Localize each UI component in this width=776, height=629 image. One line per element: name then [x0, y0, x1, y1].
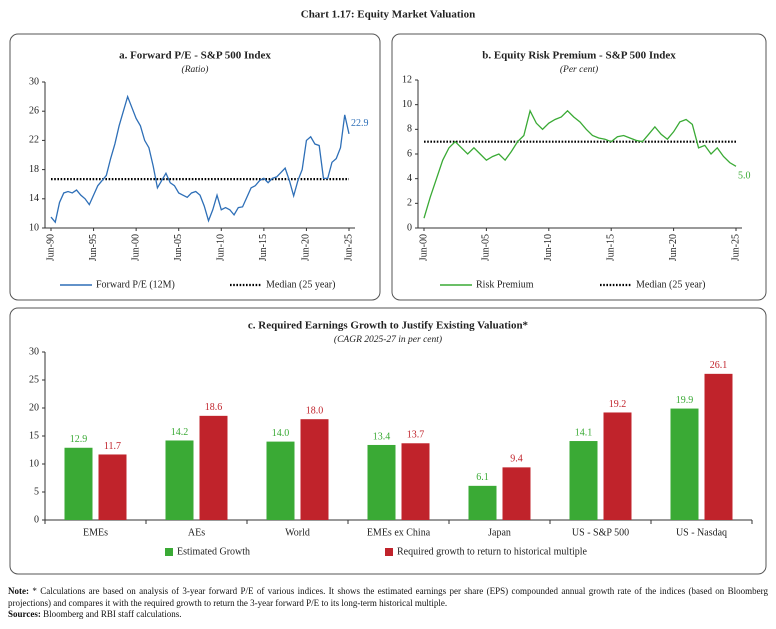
value-label: 6.1 [476, 472, 489, 483]
y-tick-label: 14 [29, 193, 39, 204]
bar [603, 412, 632, 520]
value-label: 9.4 [510, 454, 523, 465]
x-tick-label: Jun-10 [543, 234, 554, 261]
y-tick-label: 10 [29, 222, 39, 233]
bar [502, 467, 531, 520]
panel-frame [9, 33, 381, 301]
y-tick-label: 8 [407, 124, 412, 135]
bar [300, 419, 329, 520]
x-tick-label: Jun-15 [605, 234, 616, 261]
bar [98, 454, 127, 520]
chart: Chart 1.17: Equity Market Valuation a. F… [9, 9, 767, 575]
chart-title: a. Forward P/E - S&P 500 Index [119, 50, 271, 62]
x-tick-label: Japan [488, 527, 511, 538]
bar [468, 485, 497, 520]
sources-text: Bloomberg and RBI staff calculations. [43, 609, 182, 619]
legend-label: Median (25 year) [266, 279, 335, 290]
x-tick-label: EMEs [83, 527, 108, 538]
notes: Note: * Calculations are based on analys… [8, 586, 768, 621]
panel-frame [391, 33, 767, 301]
bar [670, 408, 699, 520]
bar [266, 441, 295, 520]
value-label: 18.6 [205, 402, 223, 413]
bar [569, 441, 598, 520]
y-tick-label: 2 [407, 198, 412, 209]
x-tick-label: Jun-25 [343, 234, 354, 261]
y-tick-label: 4 [407, 173, 412, 184]
bar [64, 447, 93, 520]
x-tick-label: Jun-00 [130, 234, 141, 261]
chart-title: b. Equity Risk Premium - S&P 500 Index [482, 50, 676, 62]
chart-subtitle: (Per cent) [560, 64, 598, 75]
legend-label: Median (25 year) [636, 279, 705, 290]
legend-label: Estimated Growth [177, 546, 250, 557]
x-tick-label: Jun-20 [668, 234, 679, 261]
y-tick-label: 0 [407, 222, 412, 233]
x-tick-label: Jun-15 [258, 234, 269, 261]
value-label: 13.7 [407, 430, 425, 441]
x-tick-label: EMEs ex China [367, 527, 431, 538]
y-tick-label: 20 [29, 402, 39, 413]
x-tick-label: Jun-90 [45, 234, 56, 261]
chart-title: c. Required Earnings Growth to Justify E… [248, 320, 529, 332]
x-tick-label: Jun-20 [301, 234, 312, 261]
y-tick-label: 15 [29, 430, 39, 441]
y-tick-label: 30 [29, 76, 39, 87]
y-tick-label: 22 [29, 135, 39, 146]
y-tick-label: 30 [29, 346, 39, 357]
x-tick-label: Jun-95 [88, 234, 99, 261]
x-tick-label: Jun-05 [481, 234, 492, 261]
y-tick-label: 26 [29, 105, 39, 116]
y-tick-label: 5 [34, 486, 39, 497]
chart-subtitle: (CAGR 2025-27 in per cent) [334, 334, 442, 345]
y-tick-label: 0 [34, 514, 39, 525]
bar [199, 415, 228, 520]
bar [704, 373, 733, 520]
value-label: 14.2 [171, 427, 189, 438]
bar [165, 440, 194, 520]
y-tick-label: 18 [29, 164, 39, 175]
y-tick-label: 6 [407, 148, 412, 159]
y-tick-label: 10 [402, 99, 412, 110]
bar [367, 444, 396, 520]
note-text: * Calculations are based on analysis of … [8, 586, 768, 608]
value-label: 13.4 [373, 431, 391, 442]
x-tick-label: Jun-05 [173, 234, 184, 261]
end-label: 22.9 [351, 118, 369, 129]
y-tick-label: 12 [402, 74, 412, 85]
value-label: 19.9 [676, 395, 694, 406]
value-label: 14.0 [272, 428, 290, 439]
end-label: 5.0 [738, 171, 751, 182]
bar [401, 443, 430, 520]
x-tick-label: US - S&P 500 [572, 527, 629, 538]
y-tick-label: 25 [29, 374, 39, 385]
x-tick-label: Jun-25 [730, 234, 741, 261]
legend-label: Required growth to return to historical … [397, 546, 588, 557]
legend-label: Risk Premium [476, 279, 534, 290]
value-label: 14.1 [575, 427, 593, 438]
x-tick-label: AEs [188, 527, 205, 538]
x-tick-label: US - Nasdaq [676, 527, 727, 538]
series-line [423, 108, 737, 219]
chart-subtitle: (Ratio) [182, 64, 209, 75]
page-title: Chart 1.17: Equity Market Valuation [301, 9, 476, 21]
x-tick-label: World [285, 527, 310, 538]
legend-swatch [165, 548, 173, 556]
legend-swatch [385, 548, 393, 556]
value-label: 19.2 [609, 399, 627, 410]
value-label: 12.9 [70, 434, 88, 445]
x-tick-label: Jun-00 [418, 234, 429, 261]
series-line [50, 94, 350, 224]
value-label: 26.1 [710, 360, 728, 371]
legend-label: Forward P/E (12M) [96, 279, 175, 290]
panel-frame [9, 307, 767, 575]
note-label: Note: [8, 586, 29, 596]
value-label: 18.0 [306, 405, 324, 416]
value-label: 11.7 [104, 441, 121, 452]
sources-label: Sources: [8, 609, 41, 619]
y-tick-label: 10 [29, 458, 39, 469]
x-tick-label: Jun-10 [216, 234, 227, 261]
